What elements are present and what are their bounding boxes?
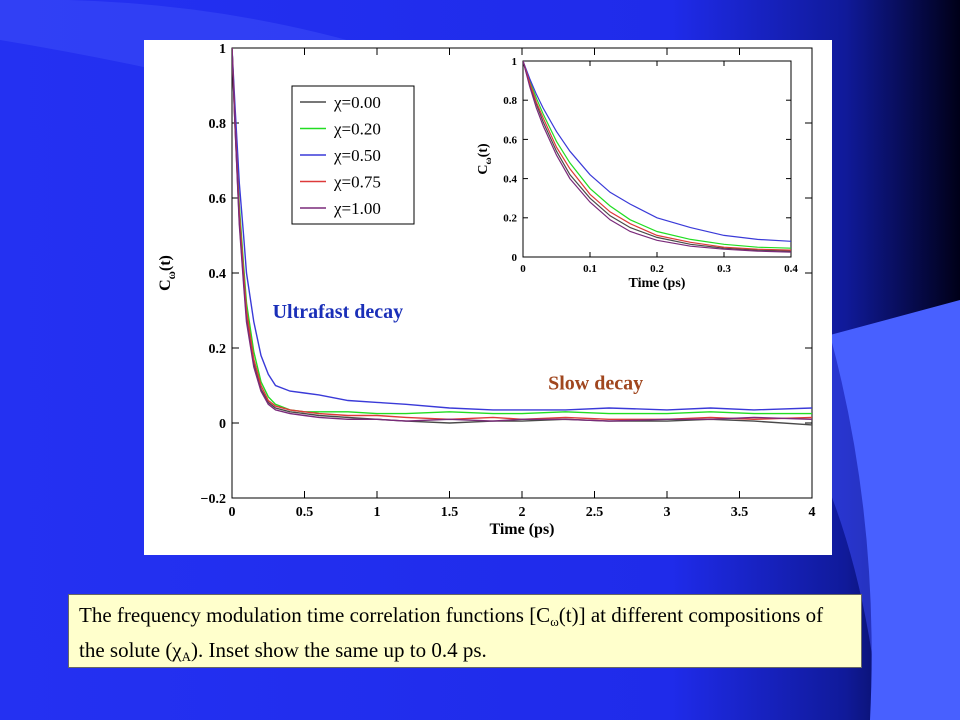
inset-ytick-label: 0 — [512, 252, 518, 264]
main-series-line-3 — [232, 48, 812, 411]
annotation-2: Slow decay — [548, 372, 643, 394]
inset-ytick-label: 0.4 — [503, 173, 517, 185]
inset-ytick-label: 0.8 — [503, 95, 517, 107]
annotations: Ultrafast decay Slow decay — [273, 301, 643, 394]
main-xtick-label: 3.5 — [731, 505, 749, 520]
main-series-group — [232, 48, 812, 426]
annotation-1: Ultrafast decay — [273, 301, 404, 323]
inset-series-line-1 — [523, 61, 791, 252]
inset-ylabel-base: C — [476, 165, 491, 175]
main-xtick-label: 1.5 — [441, 505, 459, 520]
caption-box: The frequency modulation time correlatio… — [68, 594, 862, 668]
swoosh-shape-corner — [830, 300, 960, 720]
main-xtick-label: 1 — [374, 505, 381, 520]
inset-ytick-label: 1 — [512, 56, 518, 68]
legend: χ=0.00 χ=0.20 χ=0.50 χ=0.75 χ=1.00 — [291, 85, 415, 225]
main-ytick-label: 1 — [219, 42, 226, 57]
main-xtick-label: 0 — [229, 505, 236, 520]
main-series-line-5 — [232, 48, 812, 422]
inset-series-line-4 — [523, 61, 791, 251]
main-ylabel: Cω(t) — [157, 255, 178, 291]
inset-xlabel: Time (ps) — [629, 276, 686, 291]
main-ytick-label: 0.4 — [209, 267, 227, 282]
main-ytick-label: −0.2 — [201, 492, 226, 507]
main-xtick-label: 2 — [519, 505, 526, 520]
caption-text-2: (t)] at different compositions of the so… — [79, 603, 824, 662]
main-plot: 0 0.5 1 1.5 2 2.5 3 3.5 4−0.200.20.40.60.81Time … — [157, 42, 816, 538]
chart-panel: 0 0.5 1 1.5 2 2.5 3 3.5 4 −0.2 0 0.2 0.4 0.6 0.8 1 Time … — [144, 40, 832, 555]
inset-ylabel: Cω(t) — [476, 143, 494, 175]
main-ytick-label: 0.8 — [209, 117, 227, 132]
inset-xtick-label: 0.1 — [583, 263, 597, 275]
inset-series-line-3 — [523, 61, 791, 242]
caption-subscript-a: A — [181, 649, 192, 664]
inset-ytick-label: 0.6 — [503, 134, 517, 146]
inset-plot: 0 0.1 0.2 0.3 0.4 0 0.2 0.4 0.6 0.8 1 Time (ps) Cω(t… — [476, 56, 798, 291]
inset-ytick-label: 0.2 — [503, 213, 517, 225]
caption-text-3: ). Inset show the same up to 0.4 ps. — [191, 638, 487, 662]
main-ylabel-base: C — [157, 279, 174, 291]
caption-text-1: The frequency modulation time correlatio… — [79, 603, 551, 627]
inset-series-line-5 — [523, 61, 791, 253]
main-xtick-label: 4 — [809, 505, 816, 520]
legend-label-3: χ=0.50 — [333, 146, 381, 165]
main-ytick-label: 0.6 — [209, 192, 227, 207]
caption-subscript-omega: ω — [550, 614, 559, 629]
inset-xtick-label: 0.3 — [717, 263, 731, 275]
main-ytick-label: 0.2 — [209, 342, 227, 357]
inset-xtick-label: 0.4 — [784, 263, 798, 275]
main-xlabel: Time (ps) — [489, 521, 554, 538]
main-xtick-label: 0.5 — [296, 505, 314, 520]
inset-series-line-2 — [523, 61, 791, 249]
legend-label-4: χ=0.75 — [333, 173, 381, 192]
main-series-line-4 — [232, 48, 812, 421]
inset-ylabel-sub: ω — [483, 157, 494, 164]
legend-label-1: χ=0.00 — [333, 93, 381, 112]
main-ytick-label: 0 — [219, 417, 226, 432]
main-xtick-label: 2.5 — [586, 505, 604, 520]
inset-xtick-label: 0.2 — [650, 263, 664, 275]
legend-label-5: χ=1.00 — [333, 199, 381, 218]
main-ylabel-tail: (t) — [157, 255, 174, 271]
inset-ylabel-tail: (t) — [476, 143, 491, 157]
legend-label-2: χ=0.20 — [333, 120, 381, 139]
inset-xtick-label: 0 — [520, 263, 526, 275]
inset-series-group — [523, 61, 791, 253]
main-ylabel-sub: ω — [166, 271, 178, 279]
chart-svg: 0 0.5 1 1.5 2 2.5 3 3.5 4−0.200.20.40.60.81Time … — [157, 42, 816, 538]
main-xtick-label: 3 — [664, 505, 671, 520]
